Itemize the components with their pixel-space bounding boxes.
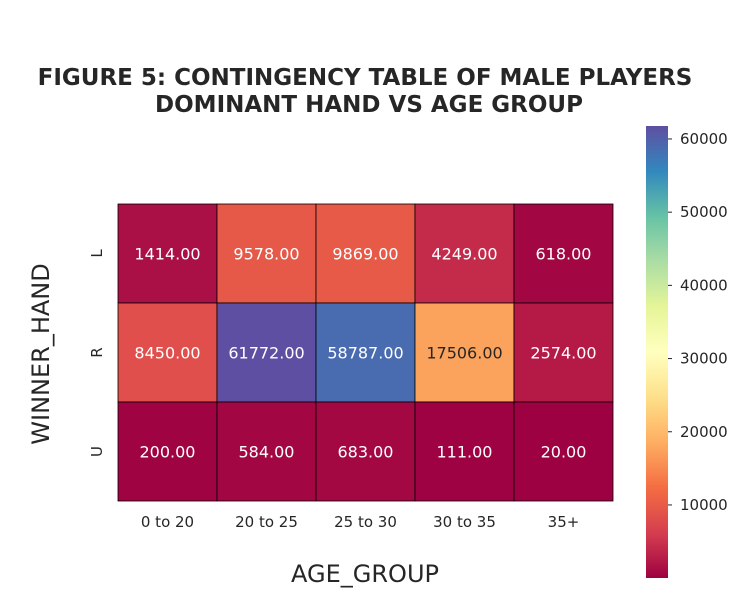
x-axis-label: AGE_GROUP [291, 560, 439, 588]
heatmap-cell [315, 302, 416, 403]
heatmap-cell [216, 203, 317, 304]
cell-value-label: 584.00 [239, 443, 295, 462]
cell-value-label: 8450.00 [134, 344, 200, 363]
cell-value-label: 17506.00 [426, 344, 502, 363]
cell-value-label: 58787.00 [327, 344, 403, 363]
y-tick-labels: L R U [88, 249, 106, 457]
heatmap-cell [414, 401, 515, 502]
x-tick-label: 25 to 30 [334, 513, 397, 531]
cell-value-label: 683.00 [338, 443, 394, 462]
x-tick-label: 35+ [548, 513, 580, 531]
x-tick-label: 30 to 35 [433, 513, 496, 531]
heatmap-cell [117, 302, 218, 403]
colorbar-tick-label: 10000 [680, 496, 728, 514]
heatmap-cells: 1414.00 9578.00 9869.00 4249.00 618.00 8450.0… [117, 203, 614, 502]
cell-value-label: 61772.00 [228, 344, 304, 363]
chart-title-line-1: FIGURE 5: CONTINGENCY TABLE OF MALE PLAY… [38, 65, 693, 91]
y-tick-label: L [88, 249, 106, 258]
heatmap-cell [315, 203, 416, 304]
cell-value-label: 1414.00 [134, 245, 200, 264]
x-tick-labels: 0 to 20 20 to 25 25 to 30 30 to 35 35+ [141, 513, 579, 531]
cell-value-label: 2574.00 [530, 344, 596, 363]
x-tick-label: 0 to 20 [141, 513, 194, 531]
y-tick-label: U [88, 446, 106, 457]
y-axis-label: WINNER_HAND [27, 263, 55, 444]
cell-value-label: 111.00 [437, 443, 493, 462]
cell-value-label: 4249.00 [431, 245, 497, 264]
cell-value-label: 20.00 [541, 443, 587, 462]
colorbar-tick-label: 30000 [680, 350, 728, 368]
cell-value-label: 9578.00 [233, 245, 299, 264]
heatmap-cell [414, 203, 515, 304]
heatmap-cell [513, 401, 614, 502]
cell-value-label: 9869.00 [332, 245, 398, 264]
colorbar-tick-label: 60000 [680, 130, 728, 148]
y-tick-label: R [88, 347, 106, 357]
heatmap-cell [513, 203, 614, 304]
cell-value-label: 200.00 [140, 443, 196, 462]
colorbar-tick-label: 40000 [680, 276, 728, 294]
heatmap-cell [216, 401, 317, 502]
heatmap-cell [117, 203, 218, 304]
colorbar-tick-label: 50000 [680, 203, 728, 221]
heatmap-cell [315, 401, 416, 502]
colorbar [646, 126, 668, 578]
x-tick-label: 20 to 25 [235, 513, 298, 531]
heatmap-cell [513, 302, 614, 403]
chart-title-line-2: DOMINANT HAND VS AGE GROUP [155, 92, 583, 118]
cell-value-label: 618.00 [536, 245, 592, 264]
colorbar-ticks: 10000 20000 30000 40000 50000 60000 [668, 130, 728, 514]
colorbar-tick-label: 20000 [680, 423, 728, 441]
